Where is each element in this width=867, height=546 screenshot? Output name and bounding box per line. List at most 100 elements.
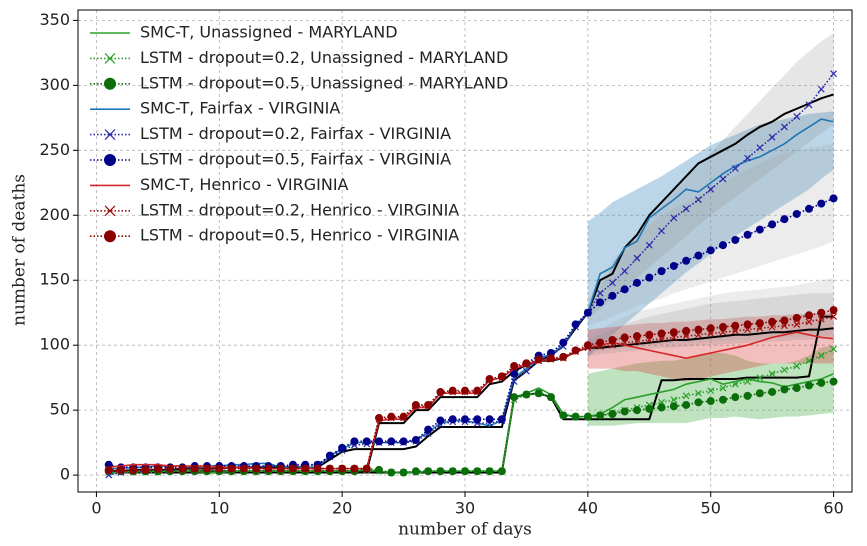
point-marker xyxy=(792,313,801,322)
point-marker xyxy=(633,278,641,287)
point-marker xyxy=(829,194,838,203)
point-marker xyxy=(547,393,555,402)
y-tick-label: 0 xyxy=(60,465,70,484)
point-marker xyxy=(817,308,826,317)
point-marker xyxy=(755,225,764,234)
point-marker xyxy=(436,387,445,396)
point-marker xyxy=(571,412,580,421)
point-marker xyxy=(178,464,187,473)
point-marker xyxy=(424,467,433,476)
point-marker xyxy=(829,306,838,315)
point-marker xyxy=(399,468,408,477)
point-marker xyxy=(805,381,813,390)
point-marker xyxy=(559,352,568,361)
legend-label: SMC-T, Unassigned - MARYLAND xyxy=(140,23,398,42)
point-marker xyxy=(694,325,703,334)
point-marker xyxy=(731,380,739,388)
legend-label: SMC-T, Fairfax - VIRGINIA xyxy=(140,99,340,118)
point-marker xyxy=(473,386,482,395)
point-marker xyxy=(510,393,519,402)
point-marker xyxy=(682,392,690,400)
point-marker xyxy=(756,144,764,152)
point-marker xyxy=(817,199,826,208)
point-marker xyxy=(620,407,629,416)
point-marker xyxy=(571,346,580,355)
legend-label: LSTM - dropout=0.5, Fairfax - VIRGINIA xyxy=(140,150,451,169)
legend-label: LSTM - dropout=0.5, Unassigned - MARYLAN… xyxy=(140,73,508,92)
point-marker xyxy=(695,389,702,397)
point-marker xyxy=(522,390,531,399)
point-marker xyxy=(830,313,837,321)
point-marker xyxy=(387,437,396,446)
x-tick-label: 30 xyxy=(455,499,475,518)
point-marker xyxy=(768,133,776,141)
point-marker xyxy=(744,154,751,162)
point-marker xyxy=(830,70,837,78)
point-marker xyxy=(817,378,826,387)
point-marker xyxy=(817,315,825,323)
legend-marker xyxy=(104,205,116,217)
point-marker xyxy=(829,377,838,386)
x-axis-label: number of days xyxy=(398,520,532,540)
point-marker xyxy=(793,320,801,328)
point-marker xyxy=(682,326,691,335)
legend-marker xyxy=(104,77,116,90)
point-marker xyxy=(497,415,506,424)
point-marker xyxy=(805,204,813,213)
confidence-band xyxy=(587,111,834,359)
point-marker xyxy=(583,308,592,317)
point-marker xyxy=(609,279,616,287)
point-marker xyxy=(362,437,371,446)
point-marker xyxy=(583,412,592,421)
point-marker xyxy=(694,398,703,407)
point-marker xyxy=(743,391,752,400)
point-marker xyxy=(768,220,777,229)
point-marker xyxy=(719,323,727,332)
point-marker xyxy=(534,389,543,398)
point-marker xyxy=(706,397,715,406)
point-marker xyxy=(461,467,469,476)
point-marker xyxy=(239,464,248,473)
point-marker xyxy=(399,437,408,446)
point-marker xyxy=(682,256,691,265)
point-marker xyxy=(670,396,678,404)
x-tick-label: 20 xyxy=(332,499,352,518)
point-marker xyxy=(596,298,605,307)
x-tick-label: 0 xyxy=(91,499,101,518)
legend-marker xyxy=(104,230,116,243)
point-marker xyxy=(792,209,801,218)
point-marker xyxy=(387,412,396,421)
point-marker xyxy=(719,395,727,404)
point-marker xyxy=(755,389,764,398)
point-marker xyxy=(485,415,494,424)
point-marker xyxy=(830,345,837,353)
point-marker xyxy=(399,412,408,421)
point-marker xyxy=(805,357,813,365)
point-marker xyxy=(805,311,813,320)
point-marker xyxy=(448,415,457,424)
point-marker xyxy=(411,436,420,445)
point-marker xyxy=(657,267,666,276)
point-marker xyxy=(387,468,396,477)
point-marker xyxy=(657,329,666,338)
confidence-band xyxy=(587,312,834,382)
point-marker xyxy=(755,319,764,328)
point-marker xyxy=(805,101,813,109)
point-marker xyxy=(817,85,825,93)
point-marker xyxy=(117,465,125,474)
point-marker xyxy=(350,464,359,473)
x-tick-label: 60 xyxy=(823,499,843,518)
point-marker xyxy=(264,464,273,473)
point-marker xyxy=(436,416,445,425)
point-marker xyxy=(375,413,383,422)
point-marker xyxy=(608,291,617,300)
point-marker xyxy=(362,464,371,473)
point-marker xyxy=(325,464,334,473)
y-tick-label: 200 xyxy=(39,205,70,224)
point-marker xyxy=(559,338,568,347)
point-marker xyxy=(719,384,727,392)
point-marker xyxy=(215,464,224,473)
point-marker xyxy=(731,321,740,330)
point-marker xyxy=(670,214,678,222)
point-marker xyxy=(424,425,433,434)
